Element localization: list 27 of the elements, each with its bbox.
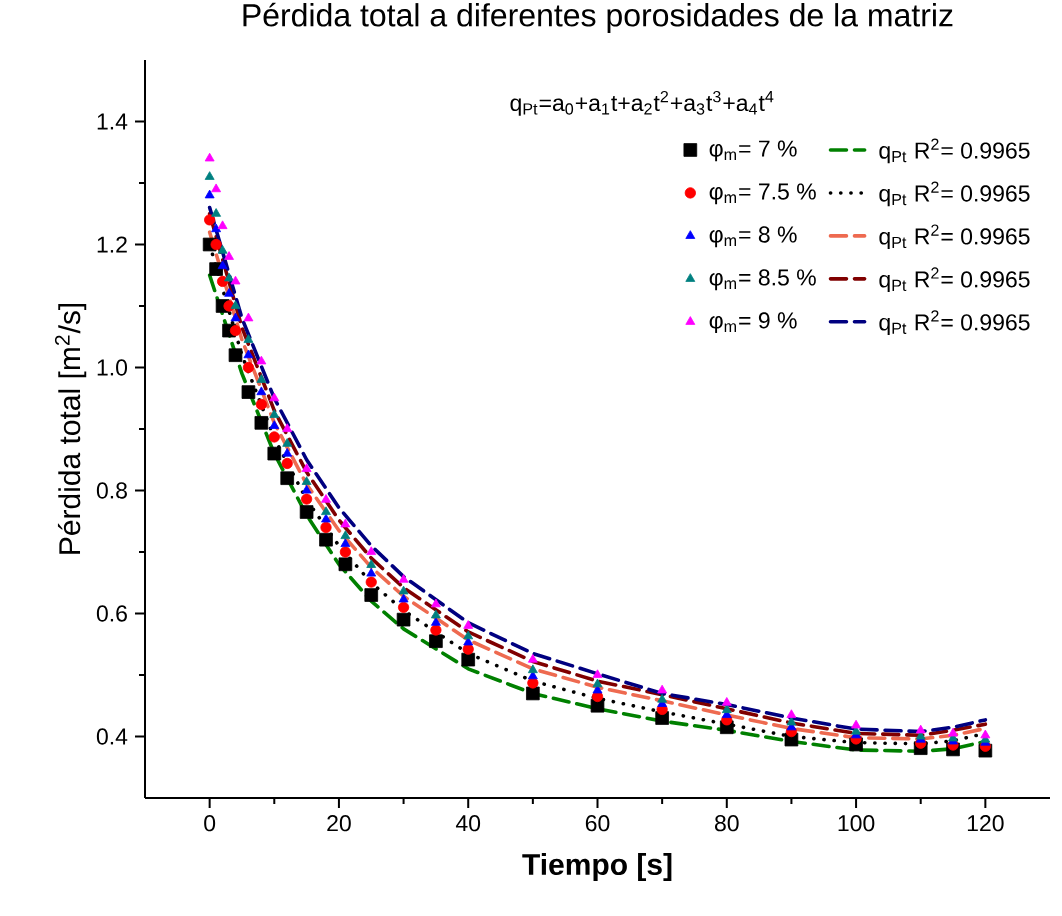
x-tick-label: 40 — [455, 815, 481, 832]
legend-label: q$_{Pt}$ R$^{2}$= 0.9965 — [879, 181, 1030, 207]
x-tick-label: 120 — [967, 815, 1004, 832]
legend-label: q$_{Pt}$ R$^{2}$= 0.9965 — [879, 310, 1030, 336]
y-tick-label: 0.8 — [96, 482, 127, 499]
x-tick-label: 100 — [838, 815, 875, 832]
x-tick-label: 0 — [204, 815, 216, 832]
y-axis-title: Pérdida total [m$^{2}$/s] — [54, 303, 87, 554]
legend-label: q$_{Pt}$ R$^{2}$= 0.9965 — [879, 138, 1030, 164]
x-tick-label: 60 — [585, 815, 610, 832]
x-axis-title: Tiempo [s] — [522, 853, 672, 882]
y-tick-label: 1.0 — [97, 359, 128, 376]
legend-label: q$_{Pt}$ R$^{2}$= 0.9965 — [879, 224, 1030, 250]
legend-label: q$_{Pt}$ R$^{2}$= 0.9965 — [879, 267, 1030, 293]
legend-label: φ$_{m}$= 7 % — [709, 140, 797, 162]
legend-label: φ$_{m}$= 8 % — [709, 226, 797, 248]
legend-label: φ$_{m}$= 9 % — [709, 312, 797, 334]
text: q$_{Pt}$=a$_{0}$+a$_{1}$t+a$_{2}$t$^{2}$+a$_{3}$t$^{3}$+a$_{4}$t$^{4}$ — [510, 90, 774, 116]
x-tick-label: 20 — [327, 815, 351, 832]
legend-label: φ$_{m}$= 7.5 % — [709, 183, 816, 205]
y-tick-label: 1.2 — [97, 236, 127, 253]
x-tick-label: 80 — [715, 815, 739, 832]
y-tick-label: 0.4 — [96, 728, 128, 745]
chart-title: Pérdida total a diferentes porosidades de la matriz — [243, 2, 953, 33]
y-tick-label: 0.6 — [96, 605, 127, 622]
legend-label: φ$_{m}$= 8.5 % — [709, 269, 816, 291]
y-tick-label: 1.4 — [97, 113, 128, 130]
